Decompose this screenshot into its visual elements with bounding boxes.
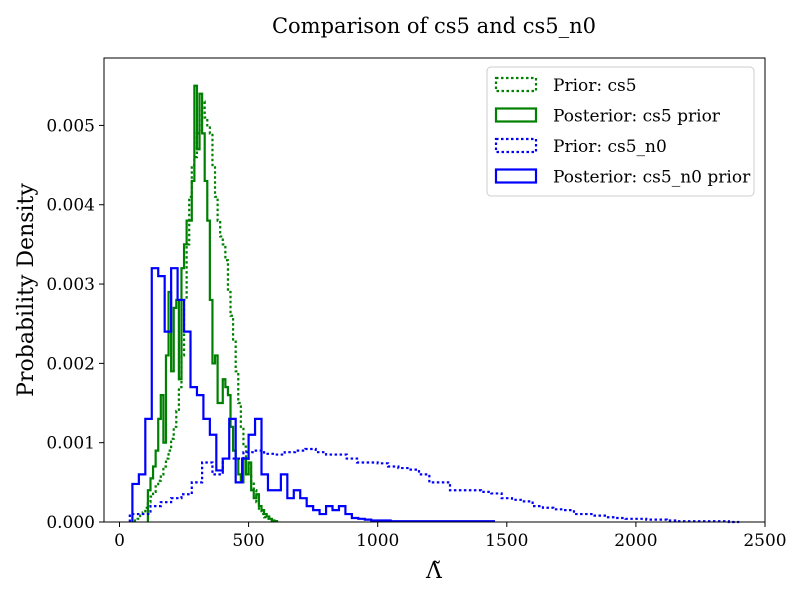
series-0-line (133, 100, 279, 523)
legend-label: Posterior: cs5 prior (553, 107, 721, 127)
x-tick-label: 1000 (356, 531, 399, 551)
legend: Prior: cs5 Posterior: cs5 prior Prior: cs5… (486, 66, 755, 197)
y-tick-label: 0.002 (46, 354, 95, 374)
x-axis-label: Λ̃ (425, 559, 443, 584)
series-3-line (131, 267, 495, 523)
x-tick-label: 2000 (614, 531, 657, 551)
legend-swatch (494, 107, 538, 123)
y-tick-label: 0.004 (46, 196, 95, 216)
legend-swatch (494, 76, 538, 93)
y-tick-label: 0.001 (46, 434, 95, 454)
legend-label: Prior: cs5_n0 (553, 137, 667, 157)
legend-items: Prior: cs5 Posterior: cs5 prior Prior: cs5… (494, 76, 751, 188)
x-axis: 0 500 1000 1500 2000 2500 (114, 522, 787, 551)
legend-label: Posterior: cs5_n0 prior (553, 168, 751, 188)
series-2-line (128, 447, 740, 524)
legend-label: Prior: cs5 (553, 76, 637, 96)
y-axis: 0.000 0.001 0.002 0.003 0.004 0.005 (46, 116, 104, 533)
legend-swatch (494, 137, 538, 154)
y-axis-label: Probability Density (14, 183, 39, 397)
x-tick-label: 500 (232, 531, 264, 551)
x-tick-label: 2500 (743, 531, 786, 551)
y-tick-label: 0.003 (46, 275, 95, 295)
chart-title: Comparison of cs5 and cs5_n0 (272, 14, 596, 38)
legend-frame (486, 66, 755, 197)
x-tick-label: 1500 (485, 531, 528, 551)
y-tick-label: 0.000 (46, 513, 95, 533)
series-layer (128, 84, 740, 524)
plot-frame (103, 57, 766, 523)
y-tick-label: 0.005 (46, 116, 95, 136)
x-tick-label: 0 (114, 531, 125, 551)
series-1-line (146, 84, 279, 523)
legend-swatch (494, 168, 538, 184)
